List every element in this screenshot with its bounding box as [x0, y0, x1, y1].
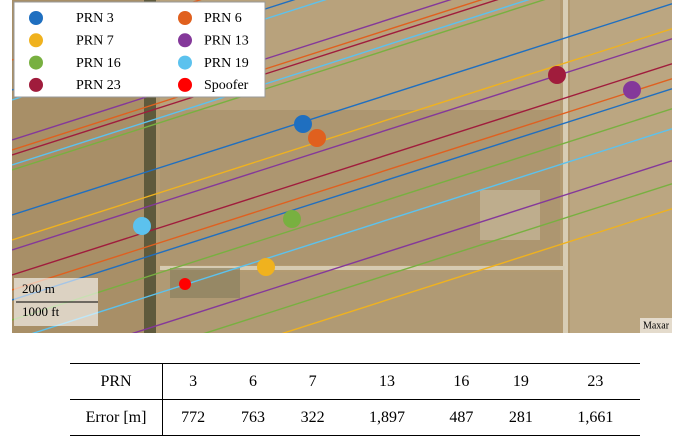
legend-label: PRN 23 [76, 78, 121, 93]
legend-swatch [29, 55, 43, 70]
header-cell: 3 [162, 363, 224, 400]
legend: PRN 3 PRN 6 PRN 7 PRN 13 PRN 16 PRN 19 PRN 23 S… [29, 11, 249, 93]
legend-label: PRN 16 [76, 56, 121, 71]
signal-line [203, 183, 672, 333]
row-label: Error [m] [70, 399, 163, 436]
legend-swatch [178, 77, 192, 92]
marker [133, 217, 151, 235]
legend-box [13, 1, 266, 98]
error-table: PRN 3 6 7 13 16 19 23 Error [m] 772 763 … [70, 363, 640, 436]
cell: 281 [508, 408, 533, 426]
signal-line [12, 0, 452, 141]
cell: 322 [300, 408, 325, 426]
header-cell: 6 [223, 363, 283, 400]
legend-swatch [178, 55, 192, 70]
header-cell: PRN [70, 363, 163, 400]
marker [548, 66, 566, 84]
signal-line [12, 0, 530, 166]
header-cell: 19 [491, 363, 551, 400]
scale-metric: 200 m [22, 281, 55, 296]
marker [257, 258, 275, 276]
signal-line [12, 0, 484, 151]
table-header: PRN 3 6 7 13 16 19 23 [70, 363, 640, 400]
legend-swatch [178, 11, 192, 25]
legend-label: PRN 19 [204, 56, 249, 71]
satellite-markers [133, 66, 641, 290]
legend-label: Spoofer [204, 78, 249, 93]
legend-label: PRN 13 [204, 34, 249, 49]
cell: 1,661 [577, 408, 614, 426]
cell: 763 [241, 408, 266, 426]
signal-line [12, 0, 546, 171]
signal-line [12, 28, 672, 241]
marker [294, 115, 312, 133]
table-row: Error [m] 772 763 322 1,897 487 281 1,66… [70, 399, 640, 436]
header-cell: 7 [282, 363, 343, 400]
signal-line [281, 208, 672, 333]
signal-line [12, 78, 672, 291]
credit-box [640, 318, 672, 333]
legend-swatch [29, 11, 43, 25]
signal-line [12, 108, 672, 321]
map: PRN 3 PRN 6 PRN 7 PRN 13 PRN 16 PRN 19 PRN 23 S… [12, 0, 672, 333]
legend-swatch [29, 33, 43, 48]
signal-line [12, 3, 672, 216]
marker [179, 278, 191, 290]
legend-swatch [178, 33, 192, 48]
legend-label: PRN 7 [76, 34, 114, 49]
signal-line [31, 128, 672, 333]
cell: 1,897 [368, 408, 405, 426]
scale-imperial: 1000 ft [22, 304, 60, 319]
legend-label: PRN 3 [76, 11, 114, 26]
header-cell: 13 [342, 363, 432, 400]
header-cell: 16 [431, 363, 492, 400]
header-cell: 23 [550, 363, 640, 400]
marker [623, 81, 641, 99]
signal-line [12, 63, 672, 276]
signal-line [12, 88, 672, 301]
cell: 772 [181, 408, 206, 426]
cell: 487 [449, 408, 474, 426]
legend-swatch [29, 77, 43, 92]
marker [283, 210, 301, 228]
signal-line [12, 0, 499, 156]
credit: Maxar [643, 320, 670, 331]
legend-label: PRN 6 [204, 11, 242, 26]
marker [308, 129, 326, 147]
signal-line [131, 160, 672, 333]
